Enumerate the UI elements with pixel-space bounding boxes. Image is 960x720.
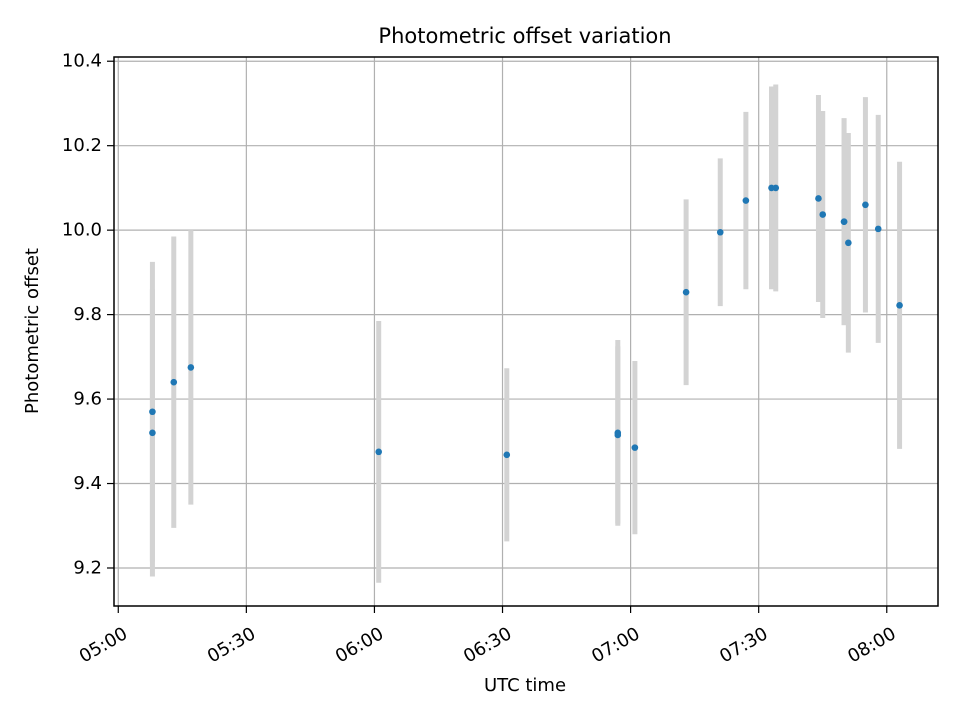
y-axis-title: Photometric offset (22, 248, 43, 414)
y-tick-label: 10.2 (62, 135, 102, 156)
data-point (375, 448, 383, 456)
data-point (149, 429, 156, 437)
data-point (631, 444, 639, 451)
x-axis-title: UTC time (484, 675, 566, 696)
y-tick-label: 10.4 (62, 51, 102, 72)
data-point (716, 228, 724, 236)
chart-title: Photometric offset variation (378, 24, 671, 48)
axes-frame (113, 56, 939, 607)
data-point (815, 195, 822, 202)
data-point (819, 211, 827, 218)
y-tick-label: 10.0 (62, 220, 102, 241)
data-point (772, 184, 780, 192)
data-point (874, 225, 882, 233)
data-point (845, 239, 852, 247)
y-tick-label: 9.6 (73, 389, 102, 410)
data-point (503, 451, 511, 459)
data-point (187, 364, 195, 371)
data-point (149, 408, 156, 416)
y-tick-label: 9.4 (73, 473, 102, 494)
data-point (170, 378, 178, 386)
data-point (682, 288, 690, 296)
data-point (742, 197, 750, 204)
data-point (614, 431, 622, 439)
y-tick-label: 9.2 (73, 557, 102, 578)
data-point (896, 302, 903, 309)
data-point (840, 218, 848, 225)
y-tick-label: 9.8 (73, 304, 102, 325)
data-point (862, 201, 869, 209)
